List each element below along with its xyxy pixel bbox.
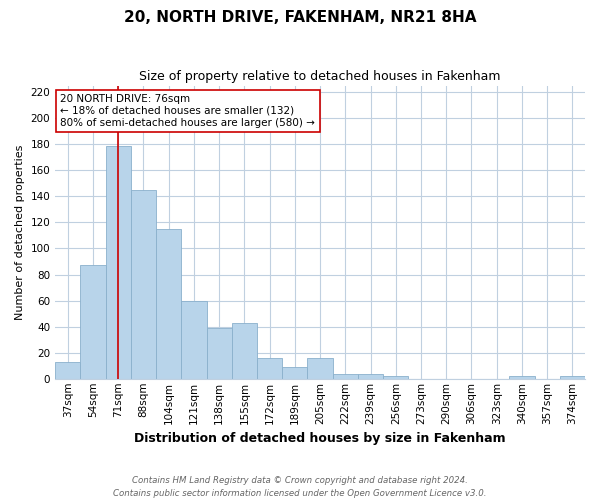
Bar	[332, 374, 358, 379]
Bar	[282, 367, 307, 379]
Bar	[358, 374, 383, 379]
Bar	[80, 266, 106, 379]
Y-axis label: Number of detached properties: Number of detached properties	[15, 144, 25, 320]
Text: 20, NORTH DRIVE, FAKENHAM, NR21 8HA: 20, NORTH DRIVE, FAKENHAM, NR21 8HA	[124, 10, 476, 25]
Bar	[232, 322, 257, 379]
X-axis label: Distribution of detached houses by size in Fakenham: Distribution of detached houses by size …	[134, 432, 506, 445]
Bar	[181, 300, 206, 379]
Bar	[206, 328, 232, 379]
Bar	[156, 229, 181, 379]
Text: Contains HM Land Registry data © Crown copyright and database right 2024.
Contai: Contains HM Land Registry data © Crown c…	[113, 476, 487, 498]
Title: Size of property relative to detached houses in Fakenham: Size of property relative to detached ho…	[139, 70, 501, 83]
Bar	[509, 376, 535, 379]
Bar	[55, 362, 80, 379]
Bar	[257, 358, 282, 379]
Text: 20 NORTH DRIVE: 76sqm
← 18% of detached houses are smaller (132)
80% of semi-det: 20 NORTH DRIVE: 76sqm ← 18% of detached …	[61, 94, 316, 128]
Bar	[560, 376, 585, 379]
Bar	[307, 358, 332, 379]
Bar	[383, 376, 409, 379]
Bar	[106, 146, 131, 379]
Bar	[131, 190, 156, 379]
